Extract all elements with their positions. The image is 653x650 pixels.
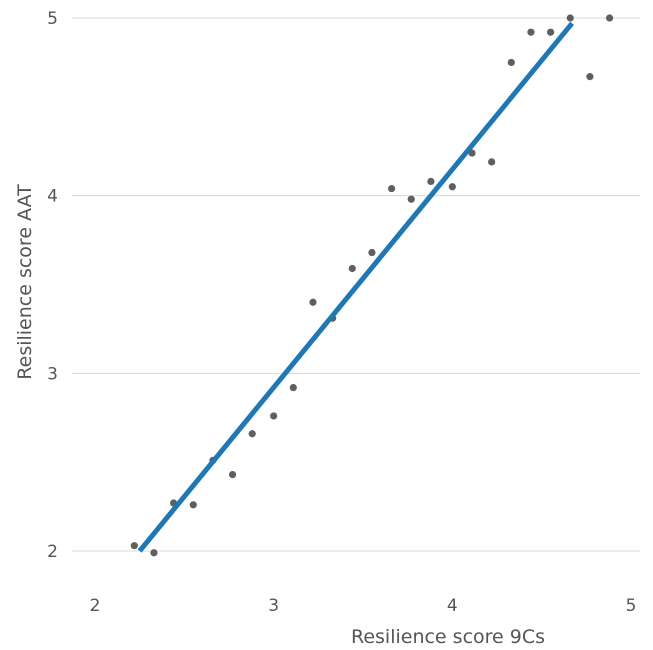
data-point-17 [448, 183, 456, 191]
y-axis-title: Resilience score AAT [14, 184, 36, 380]
x-axis-title: Resilience score 9Cs [351, 626, 545, 648]
x-tick-label: 4 [447, 596, 458, 616]
data-point-6 [228, 471, 237, 479]
data-point-22 [547, 28, 555, 36]
y-tick-label: 4 [47, 187, 58, 207]
data-point-23 [566, 14, 574, 22]
data-point-4 [189, 501, 197, 509]
data-point-15 [407, 195, 415, 203]
data-point-7 [248, 430, 256, 438]
x-tick-label: 5 [626, 596, 637, 616]
gridlines [72, 17, 640, 552]
data-point-9 [289, 383, 297, 392]
y-tick-label: 5 [47, 9, 58, 29]
data-point-25 [605, 14, 614, 22]
data-point-21 [527, 28, 535, 36]
data-point-8 [270, 412, 278, 420]
x-axis-ticks: 2 3 4 5 [90, 596, 637, 616]
data-point-24 [586, 73, 594, 81]
data-point-2 [150, 549, 158, 557]
x-tick-label: 2 [90, 596, 101, 616]
trendline [137, 21, 574, 553]
data-point-19 [488, 158, 496, 166]
data-points [130, 14, 614, 557]
data-point-20 [507, 58, 515, 67]
y-axis-ticks: 2 3 4 5 [47, 9, 58, 562]
data-point-16 [427, 177, 435, 186]
y-tick-label: 3 [47, 364, 58, 384]
y-tick-label: 2 [47, 542, 58, 562]
data-point-14 [387, 184, 396, 193]
data-point-12 [348, 264, 356, 273]
data-point-1 [130, 542, 138, 550]
x-tick-label: 3 [268, 596, 279, 616]
data-point-13 [368, 248, 376, 257]
data-point-10 [309, 298, 317, 306]
